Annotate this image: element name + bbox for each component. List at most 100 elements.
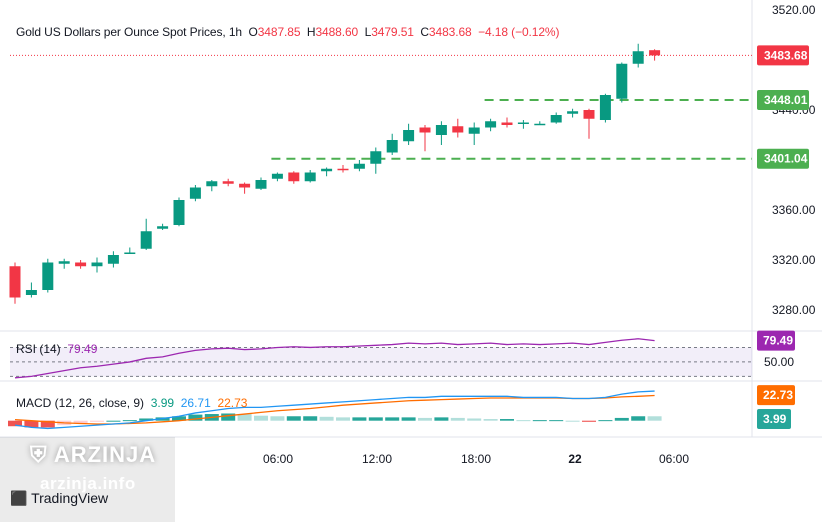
tradingview-logo-text: TradingView <box>31 490 109 506</box>
price-badge <box>757 89 809 110</box>
macd-histogram-bar <box>8 420 22 427</box>
macd-histogram-bar <box>582 420 596 422</box>
macd-histogram-bar <box>565 420 580 422</box>
watermark-brand-text: ARZINJA <box>53 442 157 467</box>
open-value: 3487.85 <box>257 25 301 39</box>
rsi-badge <box>757 330 795 351</box>
candle-body <box>157 226 169 229</box>
candle-body <box>583 110 595 119</box>
macd-histogram-bar <box>319 416 334 421</box>
watermark-site: arzinja.info <box>40 474 136 493</box>
macd-histogram-bar <box>221 413 236 421</box>
candle-body <box>419 127 431 133</box>
candle-body <box>337 168 349 171</box>
time-tick-label: 12:00 <box>362 452 392 466</box>
macd-histogram-bar <box>549 420 564 422</box>
candle-body <box>370 151 382 164</box>
change-value: −4.18 (−0.12%) <box>478 25 560 39</box>
open-label: O <box>248 25 258 39</box>
macd-histogram-bar <box>90 420 104 422</box>
macd-histogram-bar <box>385 417 400 421</box>
macd-histogram-bar <box>450 417 465 421</box>
candle-body <box>534 123 546 126</box>
candle-body <box>75 262 87 267</box>
macd-histogram-bar <box>40 420 55 428</box>
candle-body <box>222 181 234 184</box>
candle-body <box>403 130 415 142</box>
macd-histogram-bar <box>172 416 186 421</box>
macd-histogram-bar <box>73 420 88 424</box>
symbol-title: Gold US Dollars per Ounce Spot Prices, 1… <box>16 25 243 39</box>
candle-body <box>9 266 21 298</box>
candle-body <box>173 200 185 225</box>
candle-body <box>632 51 644 64</box>
candle-body <box>435 125 447 135</box>
candle-body <box>452 126 464 133</box>
candle-body <box>25 290 37 295</box>
macd-histogram-bar <box>254 415 268 421</box>
macd-hist-badge-label: 3.99 <box>763 412 787 426</box>
price-badge-label: 3483.68 <box>764 48 808 62</box>
tradingview-logo[interactable]: ⬛ TradingView <box>10 490 108 507</box>
macd-histogram-bar <box>286 416 301 421</box>
high-value: 3488.60 <box>315 25 359 39</box>
candle-body <box>140 231 152 249</box>
symbol-legend: Gold US Dollars per Ounce Spot Prices, 1… <box>16 25 560 39</box>
close-label: C <box>420 25 429 39</box>
candle-body <box>189 187 201 199</box>
macd-histogram-bar <box>237 414 252 421</box>
price-badge-label: 3448.01 <box>764 93 808 107</box>
candle-body <box>501 122 513 125</box>
candle-body <box>616 63 628 99</box>
macd-histogram-bar <box>188 414 203 421</box>
price-tick-label: 3320.00 <box>772 253 816 267</box>
price-badge-label: 3401.04 <box>764 152 808 166</box>
candle-body <box>468 127 480 134</box>
time-tick-label: 22 <box>568 452 582 466</box>
rsi-badge-label: 79.49 <box>763 334 793 348</box>
candle-body <box>271 173 283 179</box>
time-tick-label: 06:00 <box>659 452 689 466</box>
macd-signal-badge <box>757 385 795 406</box>
candle-body <box>321 168 333 172</box>
rsi-label: RSI (14) <box>16 342 61 356</box>
low-value: 3479.51 <box>371 25 414 39</box>
candle-body <box>58 261 70 264</box>
macd-histogram-bar <box>336 417 350 421</box>
macd-histogram-bar <box>368 417 383 421</box>
candle-body <box>485 121 497 128</box>
rsi-value: 79.49 <box>67 342 98 356</box>
macd-histogram-bar <box>352 417 367 421</box>
candle-body <box>288 172 300 182</box>
macd-signal-value: 22.73 <box>217 396 248 410</box>
macd-histogram-bar <box>631 416 646 421</box>
candle-body <box>206 181 218 187</box>
watermark-shield-icon: ⛨ <box>30 442 48 467</box>
watermark-backdrop <box>0 437 175 522</box>
macd-label: MACD (12, 26, close, 9) <box>16 396 145 410</box>
macd-histogram-bar <box>303 416 318 421</box>
macd-histogram-bar <box>516 420 531 422</box>
macd-histogram-bar <box>483 419 498 421</box>
candle-body <box>517 122 529 124</box>
macd-histogram-bar <box>598 420 613 422</box>
time-tick-label: 18:00 <box>461 452 491 466</box>
price-badge <box>757 148 809 169</box>
macd-histogram-bar <box>139 418 154 421</box>
candle-body <box>42 262 54 290</box>
low-label: L <box>364 25 372 39</box>
macd-line-value: 26.71 <box>180 396 211 410</box>
close-value: 3483.68 <box>428 25 472 39</box>
candle-body <box>91 262 103 267</box>
macd-histogram-bar <box>270 416 285 421</box>
macd-histogram-bar <box>418 417 432 421</box>
candle-body <box>649 50 661 56</box>
macd-histogram-bar <box>532 420 547 422</box>
candle-body <box>386 140 398 153</box>
candle-body <box>239 183 251 188</box>
high-label: H <box>306 25 316 39</box>
candle-body <box>255 180 267 189</box>
candle-body <box>599 95 611 120</box>
